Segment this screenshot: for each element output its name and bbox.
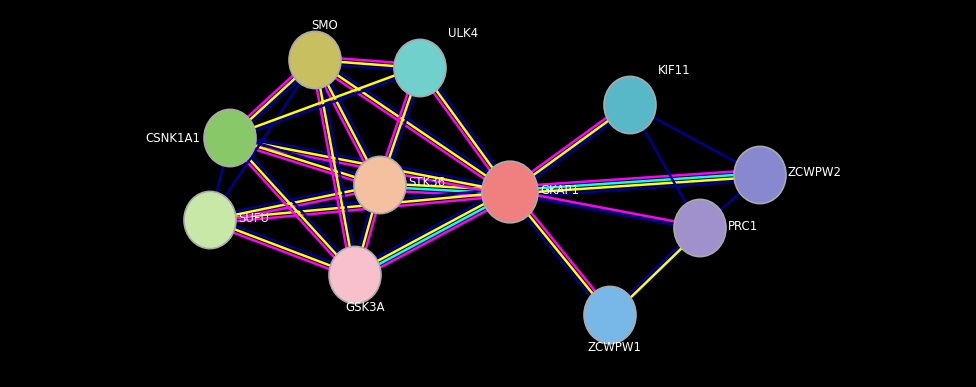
Text: ZCWPW1: ZCWPW1 <box>588 341 642 354</box>
Ellipse shape <box>394 39 446 97</box>
Ellipse shape <box>354 156 406 214</box>
Ellipse shape <box>584 286 636 344</box>
Text: ULK4: ULK4 <box>448 27 478 40</box>
Text: PRC1: PRC1 <box>728 219 758 233</box>
Ellipse shape <box>329 247 381 303</box>
Text: KIF11: KIF11 <box>658 64 691 77</box>
Ellipse shape <box>482 161 538 223</box>
Text: ZCWPW2: ZCWPW2 <box>788 166 842 180</box>
Text: SUFU: SUFU <box>238 212 269 224</box>
Ellipse shape <box>184 192 236 248</box>
Text: STK36: STK36 <box>408 176 445 190</box>
Text: CSNK1A1: CSNK1A1 <box>145 132 200 144</box>
Ellipse shape <box>604 76 656 134</box>
Ellipse shape <box>734 146 786 204</box>
Ellipse shape <box>204 110 256 166</box>
Text: GKAP1: GKAP1 <box>540 183 579 197</box>
Ellipse shape <box>289 31 341 89</box>
Text: GSK3A: GSK3A <box>346 301 385 314</box>
Text: SMO: SMO <box>311 19 339 32</box>
Ellipse shape <box>674 199 726 257</box>
